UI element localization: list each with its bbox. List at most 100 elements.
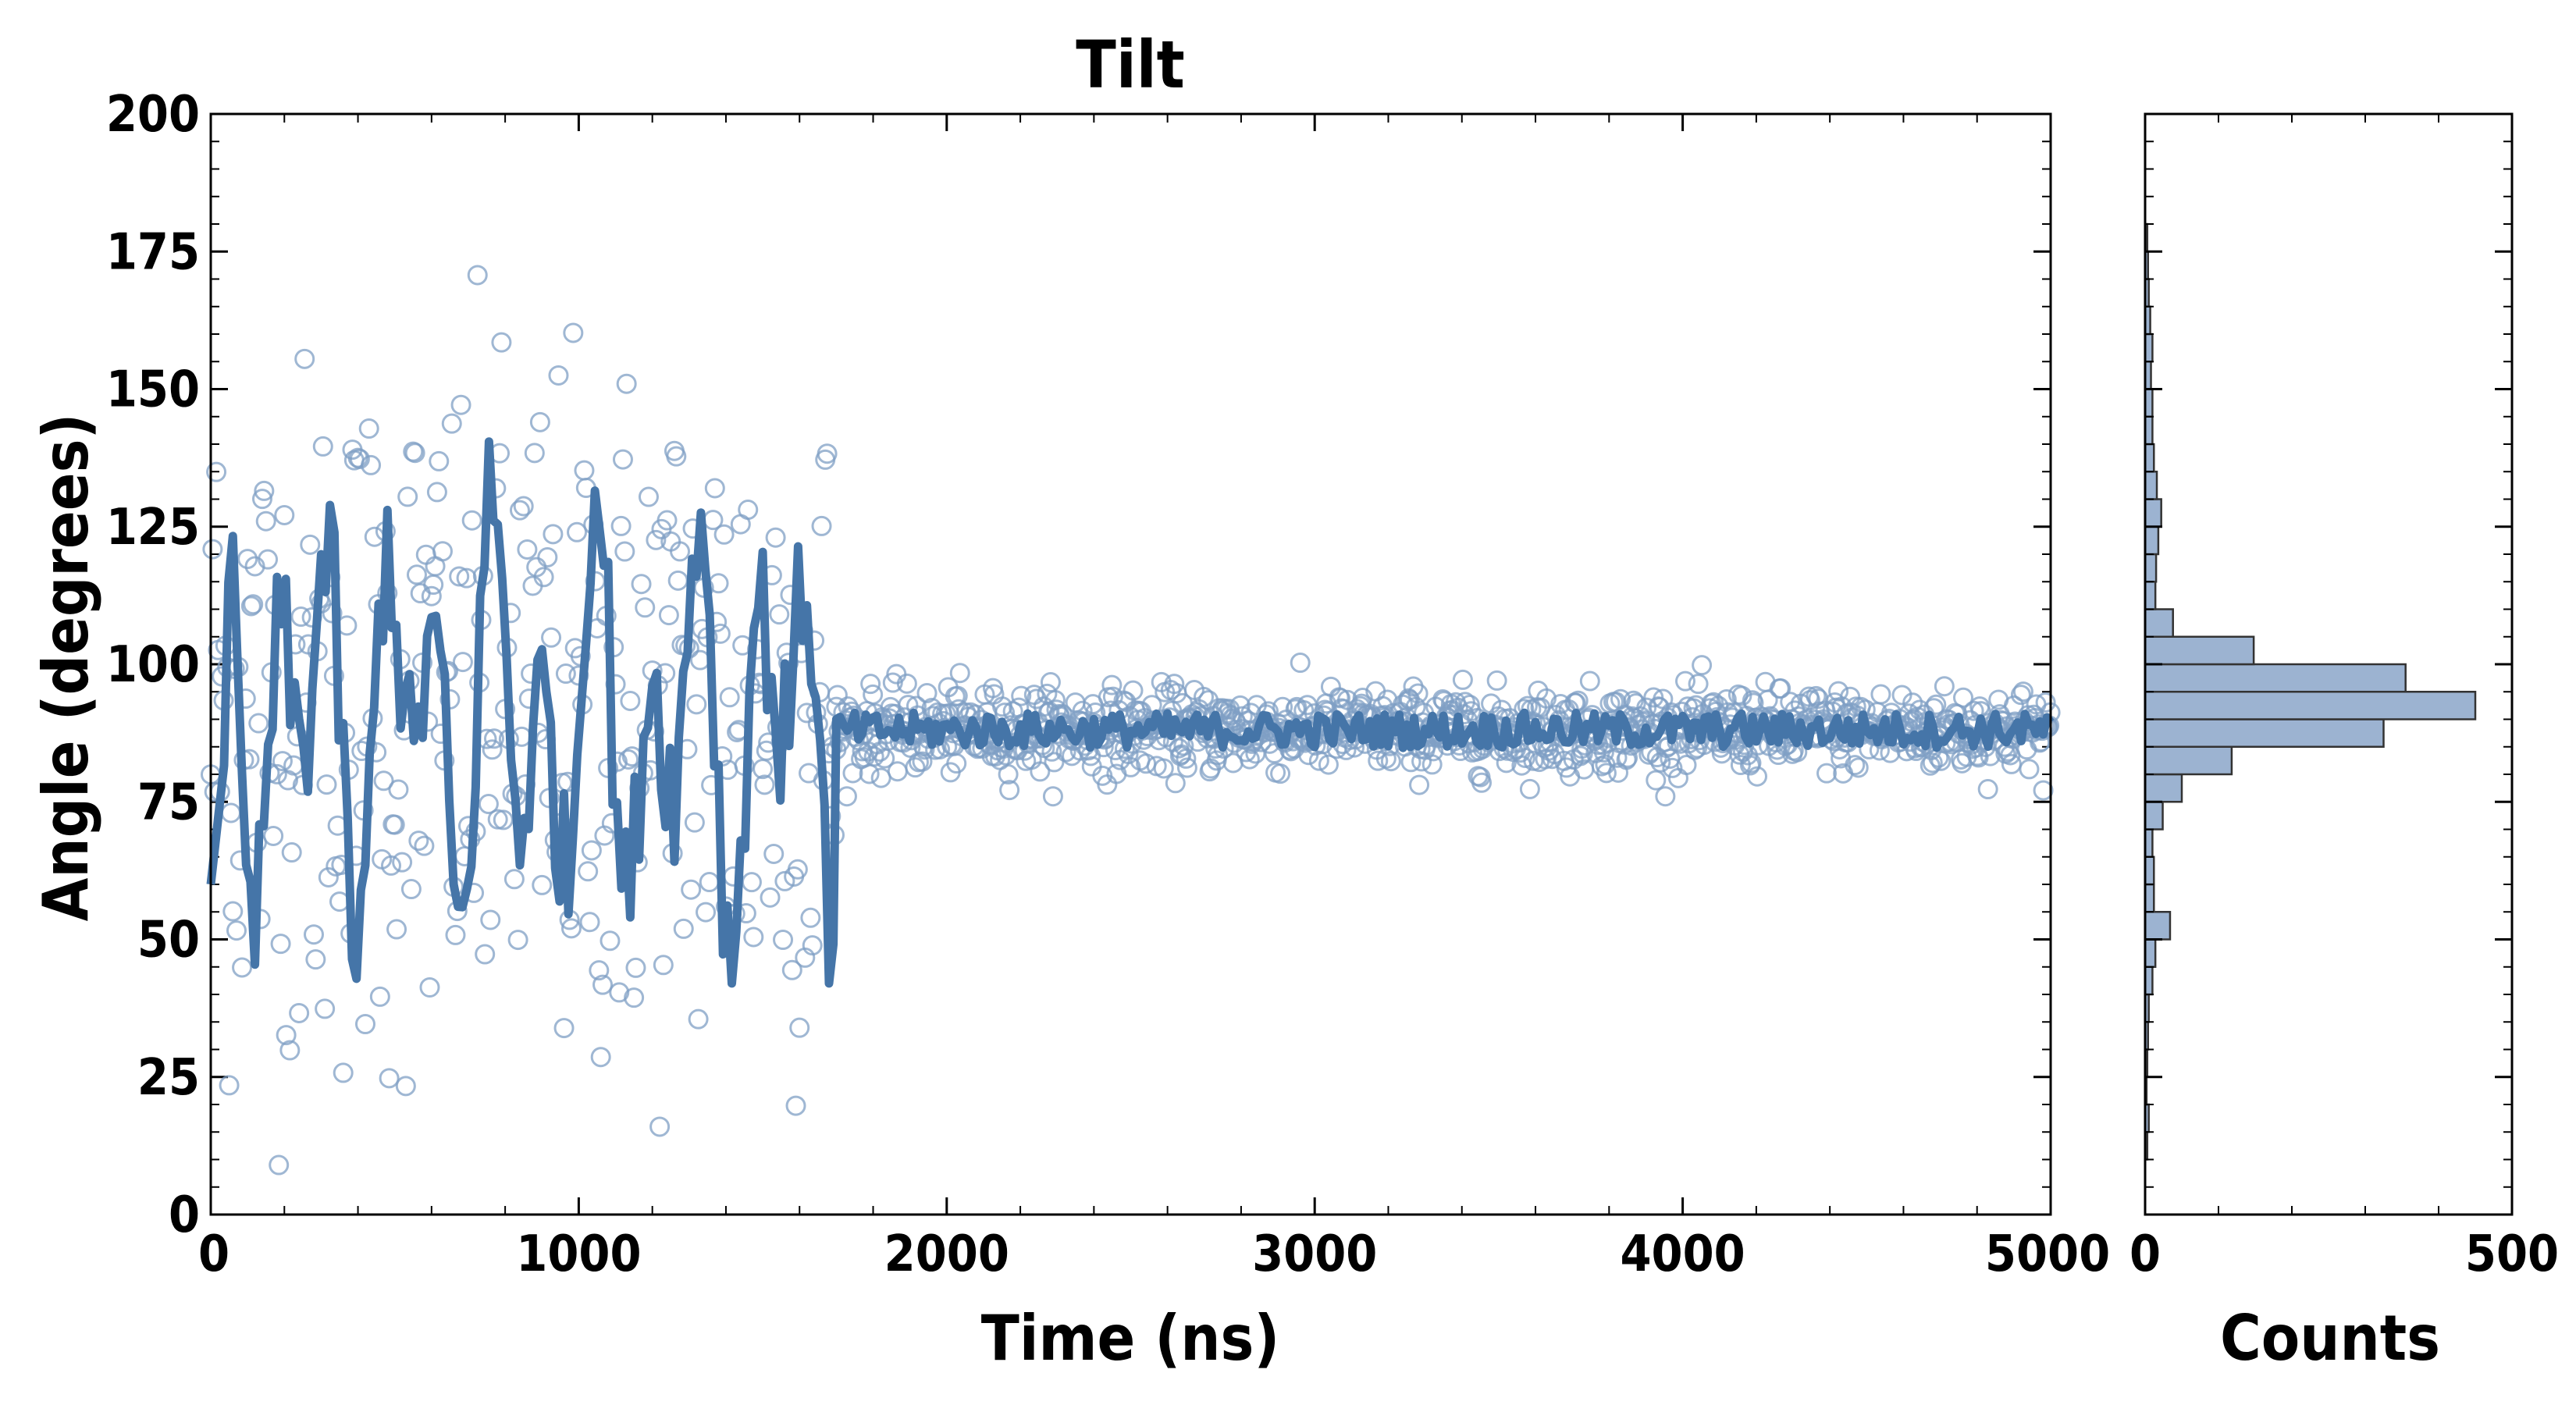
histogram-bar bbox=[2144, 553, 2158, 583]
scatter-point bbox=[432, 541, 453, 562]
scatter-point bbox=[276, 1025, 297, 1046]
scatter-point bbox=[369, 986, 390, 1007]
scatter-point bbox=[817, 443, 838, 464]
scatter-point bbox=[947, 685, 968, 706]
scatter-point bbox=[553, 1018, 575, 1039]
histogram-bar bbox=[2144, 608, 2174, 638]
scatter-point bbox=[614, 541, 635, 562]
y-tick-label: 100 bbox=[106, 636, 200, 694]
scatter-point bbox=[316, 774, 337, 795]
x-tick-label: 2000 bbox=[884, 1225, 1009, 1283]
scatter-point bbox=[289, 1002, 310, 1023]
scatter-point bbox=[1816, 763, 1838, 784]
scatter-point bbox=[274, 504, 295, 525]
scatter-point bbox=[269, 1154, 290, 1176]
x-axis-title: Time (ns) bbox=[981, 1302, 1280, 1375]
scatter-point bbox=[300, 534, 321, 555]
scatter-point bbox=[870, 767, 891, 788]
scatter-point bbox=[305, 949, 326, 970]
scatter-point bbox=[765, 527, 786, 548]
scatter-point bbox=[719, 687, 740, 708]
scatter-point bbox=[1044, 752, 1065, 773]
scatter-point bbox=[1380, 751, 1401, 772]
scatter-point bbox=[449, 566, 470, 587]
scatter-point bbox=[315, 998, 336, 1019]
histogram-x-axis-title: Counts bbox=[2220, 1302, 2440, 1375]
scatter-point bbox=[243, 594, 264, 615]
scatter-point bbox=[887, 761, 908, 782]
scatter-point bbox=[1741, 752, 1762, 774]
scatter-point bbox=[379, 1068, 400, 1089]
scatter-point bbox=[1845, 755, 1866, 776]
scatter-point bbox=[1692, 655, 1713, 676]
histogram-bar bbox=[2144, 663, 2407, 693]
scatter-point bbox=[684, 812, 705, 833]
scatter-point bbox=[392, 852, 413, 873]
scatter-point bbox=[560, 918, 582, 939]
scatter-point bbox=[667, 570, 688, 591]
y-tick-label: 0 bbox=[169, 1186, 200, 1244]
scatter-point bbox=[361, 454, 382, 475]
scatter-point bbox=[1934, 676, 1955, 697]
scatter-point bbox=[1407, 683, 1429, 704]
scatter-point bbox=[827, 685, 848, 706]
scatter-point bbox=[255, 510, 276, 532]
scatter-point bbox=[270, 934, 291, 955]
running-average-line bbox=[206, 437, 2055, 988]
scatter-point bbox=[1011, 685, 1032, 706]
scatter-point bbox=[563, 322, 584, 343]
scatter-point bbox=[222, 901, 244, 922]
scatter-point bbox=[364, 526, 385, 547]
scatter-point bbox=[373, 770, 394, 791]
scatter-point bbox=[555, 663, 576, 685]
hist-x-tick-label: 0 bbox=[2129, 1225, 2161, 1283]
scatter-point bbox=[240, 596, 262, 617]
scatter-point bbox=[1173, 735, 1194, 756]
scatter-point bbox=[1747, 766, 1768, 787]
time-series-panel: Tilt Time (ns) Angle (degrees) 0 1000 2000… bbox=[30, 27, 2110, 1375]
scatter-point bbox=[741, 872, 762, 893]
scatter-point bbox=[318, 866, 339, 887]
histogram-bar bbox=[2144, 773, 2183, 803]
scatter-point bbox=[1891, 685, 1912, 706]
scatter-point bbox=[1926, 694, 1947, 715]
scatter-point bbox=[1963, 700, 1984, 721]
y-tick-label: 200 bbox=[106, 86, 200, 144]
scatter-point bbox=[461, 510, 482, 531]
scatter-point bbox=[781, 959, 802, 980]
scatter-point bbox=[251, 489, 272, 510]
scatter-point bbox=[1593, 742, 1614, 763]
scatter-point bbox=[760, 887, 781, 908]
scatter-point bbox=[999, 780, 1020, 801]
scatter-point bbox=[1757, 689, 1778, 710]
scatter-point bbox=[279, 1040, 301, 1061]
scatter-point bbox=[380, 855, 401, 876]
scatter-point bbox=[649, 1116, 671, 1137]
y-axis-ticks: 0 25 50 75 100 125 150 175 200 bbox=[106, 86, 2051, 1244]
histogram-bars bbox=[2144, 222, 2477, 1161]
x-tick-label: 3000 bbox=[1252, 1225, 1377, 1283]
x-tick-label: 5000 bbox=[1985, 1225, 2110, 1283]
scatter-point bbox=[1828, 681, 1849, 702]
scatter-point bbox=[589, 960, 610, 981]
scatter-point bbox=[1770, 678, 1791, 699]
histogram-bar bbox=[2144, 581, 2157, 610]
scatter-point bbox=[272, 751, 293, 772]
scatter-point bbox=[1176, 748, 1197, 769]
scatter-point bbox=[859, 763, 880, 784]
scatter-point bbox=[713, 524, 735, 545]
scatter-point bbox=[688, 1008, 709, 1030]
scatter-point bbox=[2012, 681, 2033, 702]
scatter-point bbox=[404, 443, 425, 464]
x-tick-label: 1000 bbox=[516, 1225, 641, 1283]
scatter-point bbox=[1688, 674, 1709, 695]
scatter-point bbox=[754, 774, 775, 795]
scatter-point bbox=[423, 574, 444, 596]
scatter-point bbox=[1535, 688, 1557, 709]
y-axis-title: Angle (degrees) bbox=[30, 414, 102, 922]
scatter-point bbox=[1486, 670, 1507, 691]
scatter-point bbox=[406, 564, 427, 585]
scatter-point bbox=[609, 982, 630, 1003]
y-tick-label: 25 bbox=[137, 1049, 200, 1107]
scatter-point bbox=[2033, 780, 2054, 801]
